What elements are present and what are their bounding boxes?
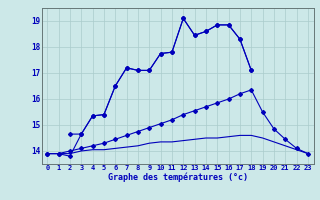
X-axis label: Graphe des températures (°c): Graphe des températures (°c) [108,173,248,182]
